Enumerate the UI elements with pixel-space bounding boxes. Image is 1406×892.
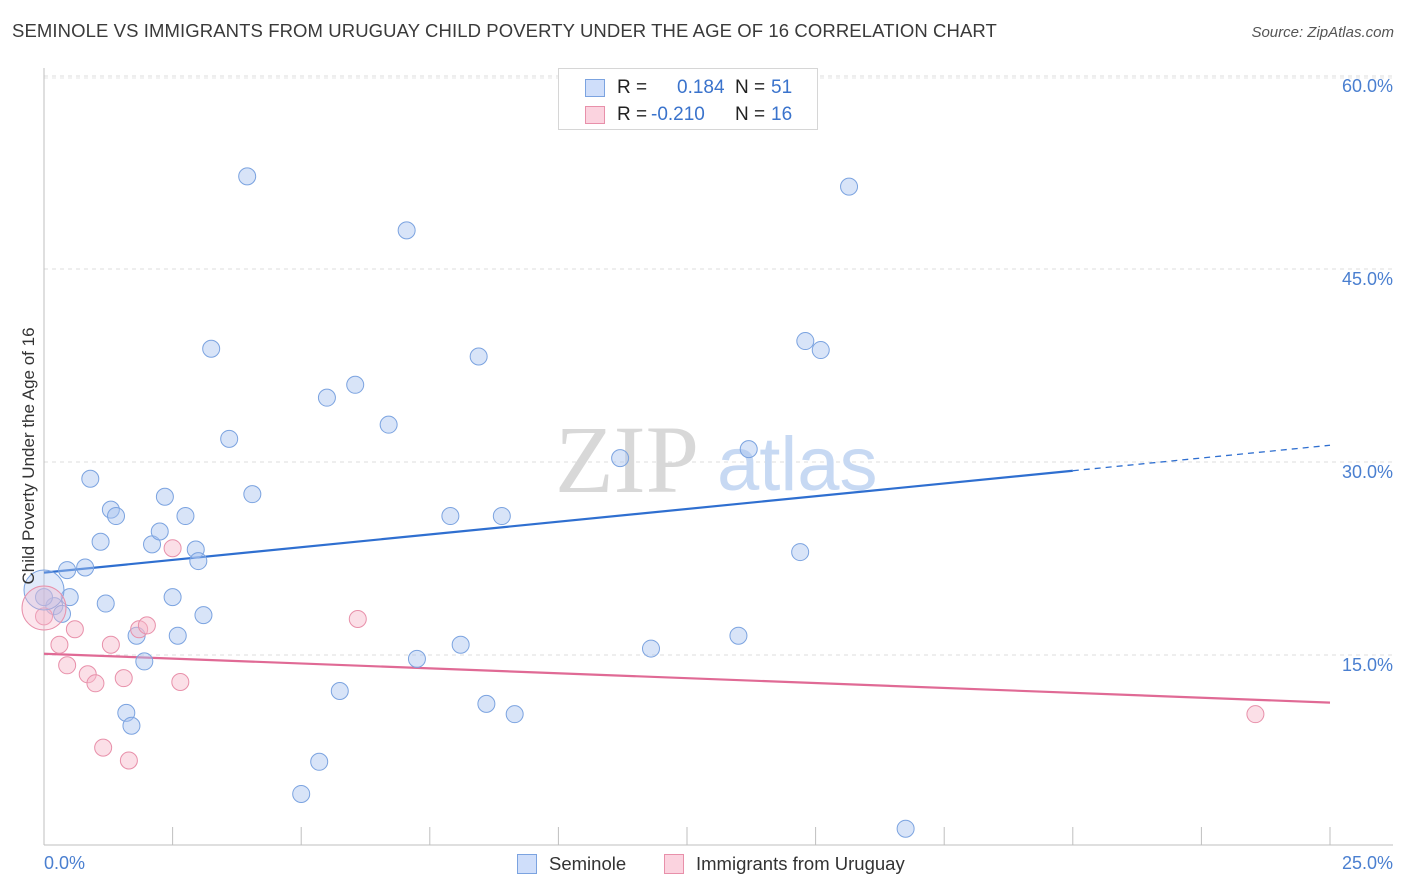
seminole-point [492, 507, 511, 526]
seminole-point [379, 415, 398, 434]
seminole-point [729, 626, 748, 645]
gridlines [44, 75, 1393, 656]
uruguay-point [137, 616, 156, 635]
y-tick-label: 30.0% [1342, 462, 1393, 482]
seminole-point [896, 819, 915, 838]
seminole-point [469, 347, 488, 366]
seminole-point [150, 522, 169, 541]
x-tick-label: 25.0% [1342, 853, 1393, 873]
uruguay-point [101, 635, 120, 654]
seminole-point [840, 177, 859, 196]
y-tick-label: 15.0% [1342, 655, 1393, 675]
uruguay-point [171, 673, 190, 692]
seminole-point [186, 540, 205, 559]
seminole-point [317, 388, 336, 407]
seminole-point [189, 552, 208, 571]
seminole-point [811, 341, 830, 360]
seminole-point [194, 606, 213, 625]
seminole-point [407, 649, 426, 668]
r-value: -0.210 [651, 104, 705, 125]
seminole-point [791, 543, 810, 562]
n-label: N = [735, 104, 766, 125]
uruguay-point [65, 620, 84, 639]
seminole-point [330, 682, 349, 701]
uruguay-swatch [585, 106, 605, 124]
seminole-point [176, 507, 195, 526]
r-label: R = [617, 77, 648, 98]
x-tick-label: 0.0% [44, 853, 85, 873]
seminole-point [202, 339, 221, 358]
seminole-point [505, 705, 524, 724]
source-credit: Source: ZipAtlas.com [1251, 24, 1394, 41]
r-value: 0.184 [677, 77, 725, 98]
seminole-point [35, 588, 53, 607]
seminole-point [641, 639, 660, 658]
uruguay-point [58, 656, 77, 675]
seminole-point [155, 487, 174, 506]
seminole-point [76, 558, 95, 577]
seminole-point [346, 375, 365, 394]
r-label: R = [617, 104, 648, 125]
n-label: N = [735, 77, 766, 98]
chart-title: SEMINOLE VS IMMIGRANTS FROM URUGUAY CHIL… [12, 20, 997, 41]
uruguay-point [86, 674, 105, 693]
uruguay-point [50, 635, 69, 654]
uruguay-legend-swatch [664, 854, 684, 874]
seminole-point [796, 332, 815, 351]
seminole-point [91, 532, 110, 551]
seminole-point [292, 784, 311, 803]
stats-legend: R = 0.184 N = 51 R = -0.210 N = 16 [558, 68, 818, 130]
uruguay-point [94, 738, 113, 757]
uruguay-point [348, 609, 367, 628]
y-tick-label: 60.0% [1342, 76, 1393, 96]
x-tick-labels: 0.0% 25.0% [44, 853, 1393, 873]
seminole-swatch [585, 79, 605, 97]
seminole-point [122, 716, 141, 735]
uruguay-point [119, 751, 138, 770]
data-points [21, 167, 1265, 838]
seminole-point [397, 221, 416, 240]
seminole-point [451, 635, 470, 654]
y-axis-title: Child Poverty Under the Age of 16 [19, 327, 38, 584]
seminole-point [135, 652, 154, 671]
watermark: ZIP atlas [555, 406, 878, 513]
uruguay-point [78, 665, 97, 684]
legend-label: Immigrants from Uruguay [696, 853, 905, 874]
seminole-point [96, 594, 115, 613]
uruguay-point [114, 669, 133, 688]
trend-line-uruguay [43, 652, 1331, 704]
seminole-point [243, 485, 262, 504]
trend-lines [43, 444, 1331, 704]
y-tick-labels: 15.0% 30.0% 45.0% 60.0% [1342, 76, 1393, 675]
uruguay-point-large [21, 585, 67, 631]
seminole-point [441, 507, 460, 526]
trend-line-seminole [43, 469, 1073, 574]
seminole-point [238, 167, 257, 186]
seminole-legend-swatch [517, 854, 537, 874]
watermark-zip: ZIP [555, 406, 699, 513]
seminole-point [310, 752, 329, 771]
legend-label: Seminole [549, 853, 627, 874]
seminole-point [81, 469, 100, 488]
n-value: 51 [771, 77, 793, 98]
seminole-point-large [23, 569, 65, 611]
seminole-point [739, 440, 758, 459]
y-tick-label: 45.0% [1342, 269, 1393, 289]
trend-line-seminole-extrapolated [1072, 444, 1331, 472]
seminole-point [168, 626, 187, 645]
seminole-point [220, 429, 239, 448]
seminole-point [477, 694, 496, 713]
n-value: 16 [771, 104, 793, 125]
uruguay-point [35, 607, 53, 626]
seminole-point [163, 588, 182, 607]
uruguay-point [163, 539, 182, 558]
watermark-atlas: atlas [717, 422, 878, 507]
uruguay-point [1246, 705, 1265, 724]
seminole-point [107, 507, 126, 526]
seminole-point [58, 561, 77, 580]
axes [43, 68, 1393, 846]
seminole-point [611, 449, 630, 468]
